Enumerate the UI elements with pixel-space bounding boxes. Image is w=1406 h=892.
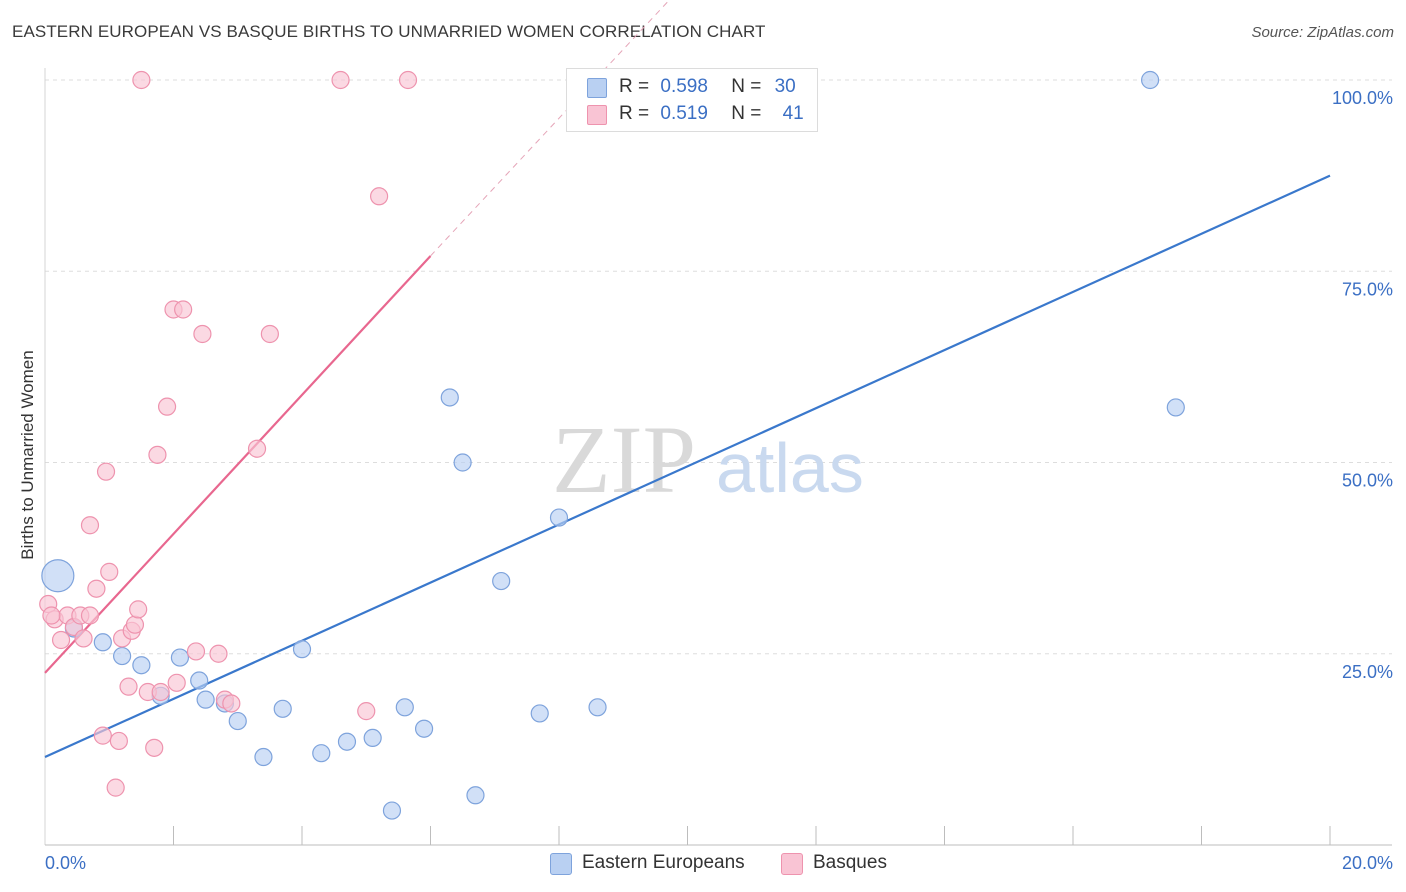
point-eastern-europeans: [382, 801, 402, 820]
axes: [44, 68, 1392, 846]
point-eastern-europeans: [414, 719, 434, 738]
point-basques: [260, 324, 279, 344]
point-basques: [145, 738, 164, 757]
point-eastern-europeans: [1140, 70, 1160, 90]
legend-n-value: 41: [782, 103, 804, 124]
y-tick-label: 25.0%: [1342, 662, 1393, 682]
legend-n-value: 30: [774, 76, 796, 97]
point-eastern-europeans: [492, 571, 511, 591]
source-label: Source: ZipAtlas.com: [1251, 24, 1394, 41]
y-axis-label: Births to Unmarried Women: [18, 350, 37, 560]
point-eastern-europeans: [395, 698, 414, 717]
point-basques: [167, 673, 186, 692]
point-basques: [119, 677, 138, 696]
trend-line-eastern-europeans: [44, 174, 1331, 759]
point-basques: [174, 300, 193, 319]
point-eastern-europeans: [132, 656, 151, 675]
point-basques: [186, 642, 206, 661]
legend-n-label: N =: [731, 103, 762, 124]
legend-swatch-eastern-europeans: [587, 78, 607, 98]
x-tick-label: 20.0%: [1342, 853, 1393, 873]
point-basques: [151, 682, 170, 702]
series-label-basques: Basques: [813, 852, 887, 873]
point-basques: [331, 70, 350, 90]
point-basques: [222, 694, 241, 713]
correlation-legend: R = 0.598 N = 30 R = 0.519 N = 41: [566, 68, 818, 132]
point-basques: [74, 629, 93, 648]
point-eastern-europeans: [112, 646, 132, 666]
point-basques: [357, 702, 376, 721]
point-basques: [398, 70, 418, 90]
point-basques: [42, 606, 61, 625]
point-eastern-europeans: [466, 786, 485, 805]
point-eastern-europeans: [337, 732, 357, 751]
point-eastern-europeans: [549, 508, 569, 527]
point-basques: [148, 445, 167, 464]
point-eastern-europeans: [41, 559, 75, 593]
watermark: ZIP atlas: [552, 406, 864, 513]
point-eastern-europeans: [228, 711, 247, 731]
trend-line-basques: [44, 255, 432, 674]
point-basques: [51, 630, 71, 650]
data-points: [39, 70, 1185, 820]
point-basques: [209, 644, 228, 663]
x-tick-label: 0.0%: [45, 853, 86, 873]
point-basques: [125, 615, 145, 634]
series-swatch-eastern-europeans: [550, 853, 572, 875]
point-eastern-europeans: [588, 698, 607, 717]
legend-r-label: R =: [619, 76, 650, 97]
grid-lines: [45, 79, 1392, 655]
point-basques: [109, 731, 128, 751]
point-basques: [247, 439, 267, 458]
legend-r-value: 0.519: [660, 103, 708, 124]
point-basques: [193, 324, 212, 344]
series-label-eastern-europeans: Eastern Europeans: [582, 852, 745, 873]
point-basques: [370, 187, 389, 206]
point-eastern-europeans: [273, 699, 292, 718]
tick-labels: 25.0% 50.0% 75.0% 100.0% 0.0% 20.0%: [45, 88, 1393, 873]
legend-n-label: N =: [731, 76, 762, 97]
point-basques: [96, 462, 116, 481]
point-eastern-europeans: [440, 388, 459, 407]
legend-r-value: 0.598: [660, 76, 708, 97]
trend-lines: [44, 0, 1331, 759]
series-swatch-basques: [781, 853, 803, 875]
point-eastern-europeans: [363, 728, 382, 748]
point-eastern-europeans: [190, 671, 209, 690]
watermark-atlas: atlas: [716, 429, 864, 507]
y-tick-label: 75.0%: [1342, 279, 1393, 299]
point-eastern-europeans: [170, 648, 190, 667]
trend-extension-basques: [430, 0, 671, 257]
point-eastern-europeans: [1166, 398, 1185, 417]
legend-swatch-basques: [587, 105, 607, 125]
point-basques: [87, 579, 106, 598]
point-eastern-europeans: [93, 633, 112, 652]
point-eastern-europeans: [196, 690, 215, 709]
point-eastern-europeans: [453, 453, 472, 472]
point-basques: [132, 70, 151, 90]
point-eastern-europeans: [530, 704, 549, 723]
point-basques: [93, 726, 112, 745]
chart-title: EASTERN EUROPEAN VS BASQUE BIRTHS TO UNM…: [12, 22, 766, 41]
point-basques: [100, 562, 119, 581]
y-tick-label: 100.0%: [1332, 88, 1393, 108]
point-basques: [129, 600, 148, 619]
point-basques: [80, 606, 100, 625]
legend-r-label: R =: [619, 103, 650, 124]
point-eastern-europeans: [312, 744, 331, 763]
point-basques: [80, 516, 100, 535]
point-basques: [157, 397, 177, 416]
point-eastern-europeans: [292, 640, 312, 659]
watermark-zip: ZIP: [552, 406, 696, 513]
point-basques: [106, 778, 125, 797]
point-eastern-europeans: [254, 747, 273, 767]
y-tick-label: 50.0%: [1342, 471, 1393, 491]
